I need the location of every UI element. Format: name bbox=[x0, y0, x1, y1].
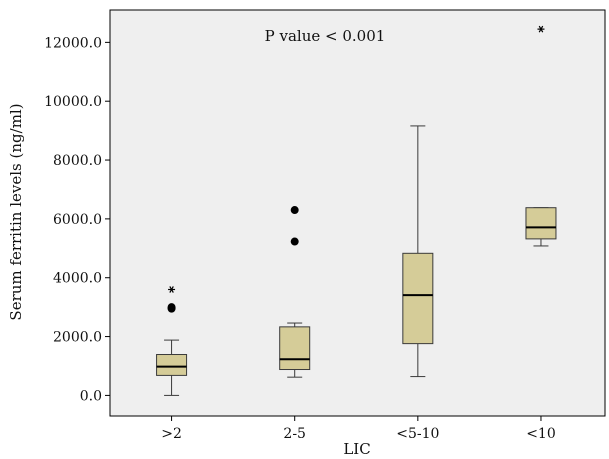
box-3 bbox=[402, 125, 434, 378]
x-axis-title: LIC bbox=[343, 440, 370, 458]
y-tick-label: 12000.0 bbox=[44, 35, 102, 51]
x-tick-label: <10 bbox=[526, 426, 556, 442]
x-tick-label: <5-10 bbox=[396, 426, 439, 442]
plot-area bbox=[109, 9, 606, 417]
outlier-point bbox=[290, 206, 299, 215]
y-tick-label: 2000.0 bbox=[53, 330, 102, 346]
asterisk-stroke bbox=[169, 286, 174, 293]
box-1 bbox=[156, 286, 188, 396]
p-value-annotation: P value < 0.001 bbox=[265, 27, 386, 45]
extreme-point bbox=[168, 286, 176, 293]
y-tick-label: 6000.0 bbox=[53, 212, 102, 228]
x-tick-label: 2-5 bbox=[283, 426, 306, 442]
x-axis: >2 2-5 <5-10 <10 bbox=[161, 416, 556, 442]
y-tick-label: 10000.0 bbox=[44, 94, 102, 110]
box-body bbox=[402, 252, 434, 345]
y-tick-label: 0.0 bbox=[80, 388, 102, 404]
box-2 bbox=[279, 206, 311, 378]
y-axis-title: Serum ferritin levels (ng/ml) bbox=[7, 103, 25, 320]
y-tick-label: 8000.0 bbox=[53, 153, 102, 169]
y-axis: 0.0 2000.0 4000.0 6000.0 8000.0 10000.0 12000.… bbox=[44, 35, 110, 404]
outlier-point bbox=[290, 237, 299, 246]
box-body bbox=[156, 354, 188, 376]
box-body bbox=[525, 207, 557, 240]
y-tick-label: 4000.0 bbox=[53, 271, 102, 287]
extreme-point bbox=[537, 25, 545, 33]
box-4 bbox=[525, 25, 557, 247]
asterisk-stroke bbox=[538, 25, 544, 33]
x-tick-label: >2 bbox=[161, 426, 182, 442]
outlier-point bbox=[167, 303, 176, 312]
box-body bbox=[279, 326, 311, 371]
boxes-group bbox=[156, 25, 557, 396]
